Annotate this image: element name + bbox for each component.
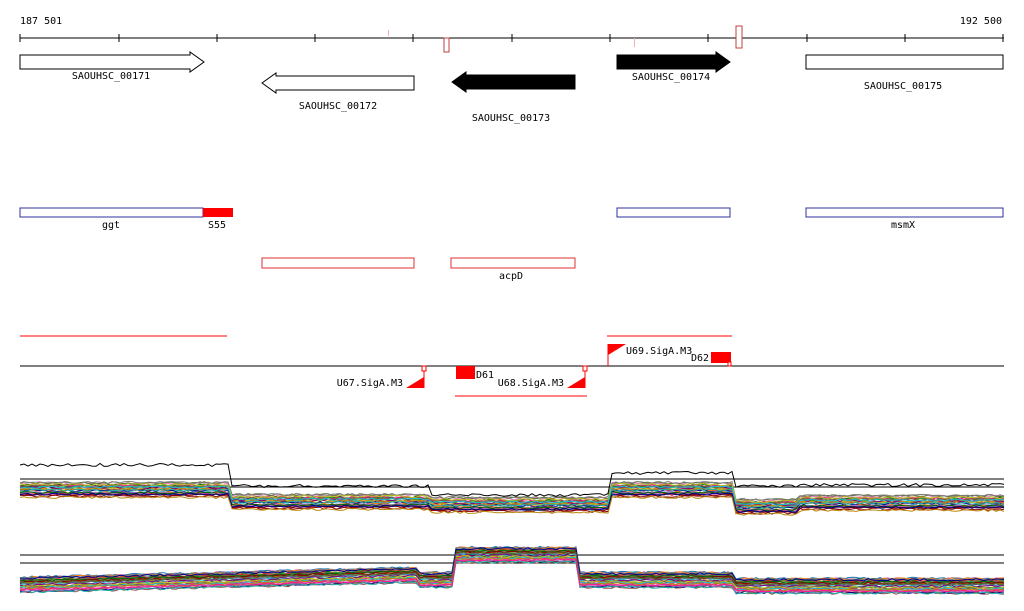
profile-trace — [19, 482, 1005, 504]
promoter-u67[interactable]: U67.SigA.M3 — [337, 365, 427, 389]
ruler-markers — [388, 25, 743, 53]
operon-174-box[interactable] — [616, 207, 731, 218]
start-coordinate: 187 501 — [20, 16, 62, 27]
transcript-acpd-label: acpD — [499, 271, 523, 282]
segment-d62-label: D62 — [691, 353, 709, 364]
profile-trace — [19, 560, 1005, 595]
segment-d62[interactable]: D62 — [691, 352, 732, 367]
profile-trace — [19, 488, 1004, 509]
segment-d61[interactable]: D61 — [456, 366, 494, 381]
operon-s55-label: S55 — [208, 220, 226, 231]
gene-saouhsc-00173[interactable]: SAOUHSC_00173 — [451, 71, 576, 124]
ruler-axis — [19, 34, 1004, 42]
profile-trace — [20, 551, 1005, 586]
expression-profile-forward — [19, 462, 1005, 516]
gene-saouhsc-00175[interactable]: SAOUHSC_00175 — [805, 54, 1004, 92]
promoter-u68[interactable]: U68.SigA.M3 — [498, 365, 588, 389]
gene-track: SAOUHSC_00171 SAOUHSC_00172 SAOUHSC_0017… — [19, 51, 1004, 124]
gene-saouhsc-00174[interactable]: SAOUHSC_00174 — [616, 51, 731, 83]
operon-msmx-box[interactable] — [805, 207, 1004, 218]
operon-msmx-label: msmX — [891, 220, 915, 231]
transcript-track: acpD — [261, 257, 576, 282]
profile-trace — [19, 492, 1005, 513]
profile-trace — [19, 480, 1005, 502]
gene-label: SAOUHSC_00173 — [472, 113, 550, 124]
profile-trace — [19, 555, 1005, 590]
promoter-u67-label: U67.SigA.M3 — [337, 378, 403, 389]
promoter-u69-label: U69.SigA.M3 — [626, 346, 692, 357]
segment-d61-label: D61 — [476, 370, 494, 381]
gene-saouhsc-00171[interactable]: SAOUHSC_00171 — [19, 51, 205, 82]
operon-track: ggt S55 msmX — [19, 207, 1004, 231]
profile-trace — [19, 495, 1005, 516]
profile-trace — [19, 558, 1005, 593]
transcript-acpd-box[interactable] — [450, 257, 576, 269]
operon-s55-box[interactable] — [203, 208, 233, 217]
transcript-172-box[interactable] — [261, 257, 415, 269]
profile-trace — [19, 462, 1005, 497]
operon-ggt-box[interactable] — [19, 207, 204, 218]
gene-label: SAOUHSC_00171 — [72, 71, 150, 82]
operon-ggt-label: ggt — [102, 220, 120, 231]
profile-trace — [19, 481, 1005, 503]
gene-label: SAOUHSC_00175 — [864, 81, 942, 92]
profile-trace — [19, 557, 1005, 592]
profile-trace — [19, 556, 1005, 591]
promoter-u68-label: U68.SigA.M3 — [498, 378, 564, 389]
gene-label: SAOUHSC_00174 — [632, 72, 710, 83]
promoter-u69[interactable]: U69.SigA.M3 — [607, 344, 692, 366]
profile-trace — [19, 547, 1005, 582]
profile-trace — [19, 549, 1005, 584]
end-coordinate: 192 500 — [960, 16, 1002, 27]
promoter-track: U67.SigA.M3 D61 U68.SigA.M3 U69.SigA.M3 … — [20, 335, 1004, 397]
profile-trace — [19, 485, 1005, 506]
expression-profile-reverse — [19, 545, 1005, 595]
gene-saouhsc-00172[interactable]: SAOUHSC_00172 — [261, 72, 415, 112]
gene-label: SAOUHSC_00172 — [299, 101, 377, 112]
profile-trace — [19, 554, 1005, 590]
